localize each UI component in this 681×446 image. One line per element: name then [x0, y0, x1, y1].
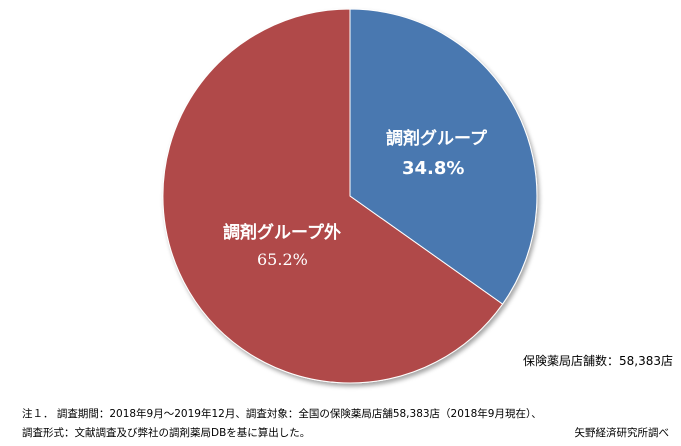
footnote-line-2: 調査形式：文献調査及び弊社の調剤薬局DBを基に算出した。 [22, 427, 311, 439]
pie-slice-outside-group [162, 8, 504, 384]
slice-label-outside-group: 調剤グループ外 [223, 223, 341, 243]
footnote-line-1: 注１． 調査期間：2018年9月～2019年12月、調査対象：全国の保険薬局店舗… [22, 408, 542, 420]
total-stores-annotation: 保険薬局店舗数：58,383店 [523, 354, 673, 368]
slice-label-dispensing-group: 調剤グループ [386, 129, 487, 149]
slice-value-dispensing-group: 34.8% [402, 158, 465, 179]
slice-value-outside-group: 65.2% [257, 250, 308, 269]
source-credit: 矢野経済研究所調べ [574, 427, 670, 439]
pie-slice-dispensing-group [349, 8, 538, 305]
pie-chart [162, 8, 538, 384]
